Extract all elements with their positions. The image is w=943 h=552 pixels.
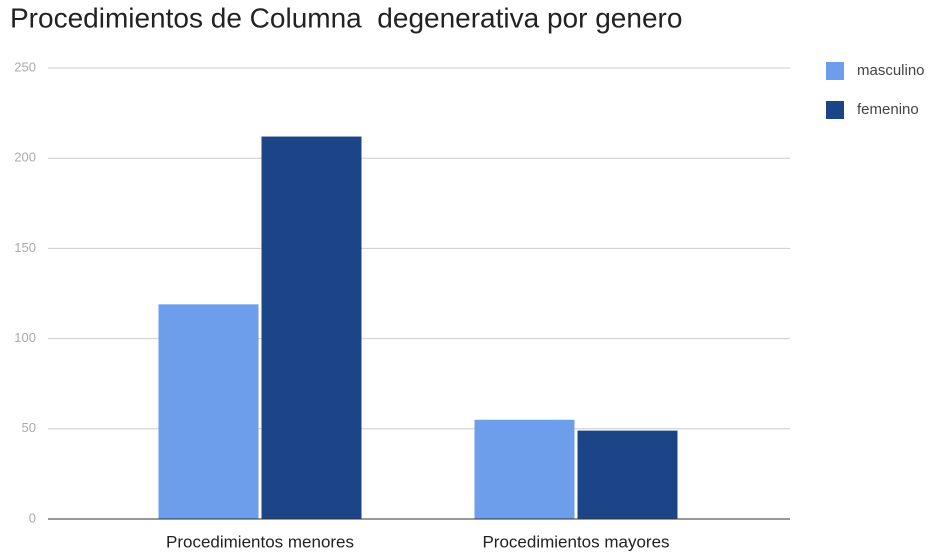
y-tick-label: 0: [29, 510, 36, 525]
y-tick-label: 250: [14, 59, 36, 74]
y-tick-label: 200: [14, 150, 36, 165]
bar: [474, 419, 575, 519]
legend-label: masculino: [857, 62, 925, 79]
y-tick-label: 100: [14, 330, 36, 345]
chart-title: Procedimientos de Columna degenerativa p…: [10, 2, 682, 33]
bar: [158, 304, 259, 519]
legend-swatch: [826, 62, 844, 80]
legend-swatch: [826, 101, 844, 119]
y-tick-label: 50: [22, 420, 36, 435]
bar: [577, 430, 678, 519]
x-tick-label: Procedimientos menores: [166, 532, 354, 551]
legend-label: femenino: [857, 101, 919, 118]
bar: [261, 136, 362, 519]
x-tick-label: Procedimientos mayores: [482, 532, 669, 551]
y-tick-label: 150: [14, 240, 36, 255]
